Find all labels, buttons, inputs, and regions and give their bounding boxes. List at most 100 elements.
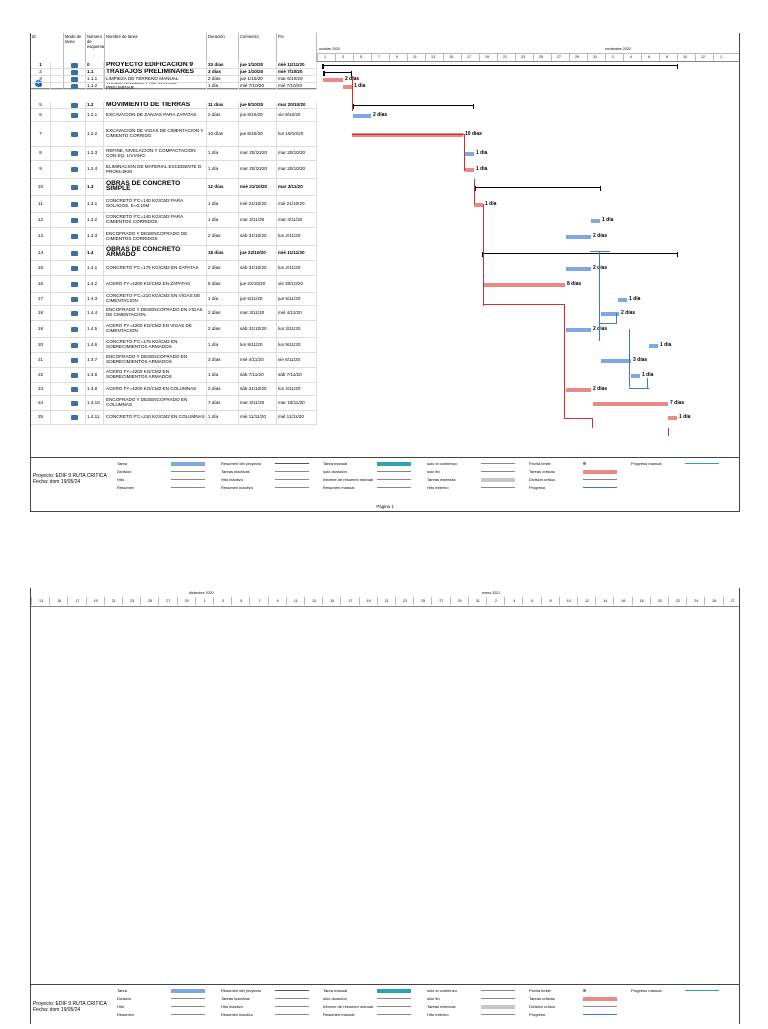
table-row[interactable]: 8 1.2.3 REFINE, NIVELACION Y COMPACTACION … [31,147,317,161]
row-id: 25 [31,411,51,424]
table-row[interactable]: 20 1.4.6 CONCRETO F'C=175 KG/CM2 EN SOBREC… [31,338,317,353]
task-bar[interactable] [566,266,591,271]
row-id: 18 [31,306,51,320]
task-bar[interactable] [465,152,474,156]
table-row[interactable]: 6 1.2.1 EXCAVACION DE ZANJAS PARA ZAPATAS 2… [31,109,317,122]
legend-label: Resumen [117,1012,135,1017]
row-end: mar 3/11/20 [277,213,317,227]
task-bar[interactable] [601,358,631,363]
legend-swatch [377,1006,411,1007]
table-row[interactable]: 4 1.1.2TRAZO, NIVELES Y REPLANTEO PRELIMI… [31,83,317,90]
legend-label: Tareas externas [427,1004,456,1009]
row-start: sáb 7/11/20 [239,368,277,382]
table-row[interactable]: 24 1.4.10 ENCOFRADO Y DESENCOFRADO EN COLU… [31,396,317,411]
row-outline-number: 1.2.4 [86,161,104,178]
row-outline-number: 1.4.4 [86,306,104,320]
timeline-month-oct: octubre 2020 [319,47,340,51]
timeline-day-label: 26 [704,597,723,605]
table-row[interactable]: 22 1.4.8 ACERO FY=4200 KG/CM2 EN SOBRECIMI… [31,368,317,383]
row-task-name: OBRAS DE CONCRETO ARMADO [105,246,207,260]
timeline-day-label: 25 [533,54,548,61]
timeline-day-label: 1 [317,54,332,61]
task-bar[interactable] [618,297,627,302]
row-task-name: ENCOFRADO Y DESENCOFRADO DE CIMIENTOS CO… [105,228,207,245]
row-id: 21 [31,353,51,367]
task-bar[interactable] [566,235,591,239]
timeline-day-label: 15 [49,597,68,605]
row-mode [64,62,86,68]
dependency-line [352,134,465,135]
table-row[interactable]: 14 1.4 OBRAS DE CONCRETO ARMADO 18 días jue … [31,246,317,261]
legend-item: solo duración [323,996,411,1001]
task-mode-icon [71,217,78,223]
task-bar[interactable] [631,373,640,378]
project-date-2: Fecha: dom 19/05/24 [33,1007,81,1013]
row-outline-number: 1.2.1 [86,109,104,121]
legend-label: Hito [117,1004,125,1009]
row-start: jue 1/10/20 [239,76,277,82]
row-start: mar 20/10/20 [239,161,277,178]
legend-label: solo duración [323,996,347,1001]
task-bar[interactable] [591,218,600,223]
task-bar[interactable] [593,401,668,406]
task-mode-icon [71,342,78,348]
task-bar-label: 2 días [593,385,608,392]
row-start: sáb 31/10/20 [239,228,277,245]
task-bar[interactable] [353,113,371,118]
legend-swatch [275,1006,309,1007]
task-bar[interactable] [566,327,591,332]
table-row[interactable]: 12 1.3.2 CONCRETO F'C=140 KG/CM2 PARA CIMI… [31,213,317,228]
row-id: 20 [31,338,51,352]
table-row[interactable]: 17 1.4.3 CONCRETO F'C=210 KG/CM2 EN VIGAS … [31,293,317,306]
task-bar[interactable] [601,311,619,316]
row-start: lun 9/11/20 [239,338,277,352]
task-bar[interactable] [668,416,677,420]
legend-label: Progreso [529,485,546,490]
row-task-name: ACERO FY=4200 KG/CM2 EN SOBRECIMIENTOS A… [105,368,207,382]
table-row[interactable]: 11 1.3.1 CONCRETO F'C=140 KG/CM2 PARA SOLA… [31,196,317,213]
table-row[interactable]: 2 1.1 TRABAJOS PRELIMINARES 3 días jue 1/10/… [31,69,317,76]
legend-label: Tarea manual [323,988,348,993]
timeline-day-label: 12 [695,54,710,61]
legend-swatch [377,988,411,993]
table-row[interactable]: 5 1.2 MOVIMIENTO DE TIERRAS 11 días jue 8/10… [31,102,317,109]
legend-item: División [117,996,205,1001]
legend-item: Resumen del proyecto [221,461,309,466]
table-row[interactable]: 16 1.4.2 ACERO FY=4200 KG/CM2 EN ZAPATAS 8 … [31,276,317,293]
task-bar[interactable] [566,387,591,392]
timeline-day-label: 10 [558,597,578,605]
row-mode [64,213,86,227]
task-bar[interactable] [474,202,483,207]
row-task-name: ENCOFRADO Y DESENCOFRADO EN SOBRECIMIENT… [105,353,207,367]
task-bar[interactable] [483,282,565,287]
table-row[interactable]: 18 1.4.4 ENCOFRADO Y DESENCOFRADO EN VIGAS… [31,306,317,321]
table-row[interactable]: 10 1.3 OBRAS DE CONCRETO SIMPLE 12 días mié … [31,179,317,196]
timeline-day-label: 5 [353,54,368,61]
task-bar[interactable] [323,77,343,82]
table-row[interactable]: 15 1.4.1 CONCRETO F'C=175 KG/CM2 EN ZAPATA… [31,261,317,276]
timeline-day-label: 1 [713,54,728,61]
table-row[interactable]: 1 0 PROYECTO EDIFICACION 9 33 días jue 1/10/… [31,62,317,69]
table-row[interactable]: 3 1.1.1 LIMPIEZA DE TERRENO MANUAL 2 días ju… [31,76,317,83]
timeline-month-jan: enero 2021 [482,591,501,595]
timeline-day-label: 17 [67,597,86,605]
table-row[interactable]: 19 1.4.5 ACERO FY=4200 KG/CM2 EN VIGAS DE … [31,321,317,338]
task-mode-icon [71,310,78,316]
task-bar[interactable] [343,84,352,89]
table-row[interactable]: 13 1.3.3 ENCOFRADO Y DESENCOFRADO DE CIMIE… [31,228,317,246]
legend-item: Resumen del proyecto [221,988,309,993]
row-mode [64,179,86,195]
task-bar[interactable] [649,343,658,348]
legend-swatch [377,998,411,999]
row-task-name: OBRAS DE CONCRETO SIMPLE [105,179,207,195]
table-row[interactable]: 7 1.2.2 EXCAVACION DE VIGAS DE CIMENTACION… [31,122,317,147]
legend-swatch [583,486,617,489]
legend-swatch [275,487,309,488]
table-row[interactable]: 25 1.4.11 CONCRETO F'C=210 KG/CM2 EN COLUM… [31,411,317,425]
row-id: 22 [31,368,51,382]
table-row[interactable]: 23 1.4.9 ACERO FY=4200 KG/CM2 EN COLUMNAS 2… [31,383,317,396]
table-row[interactable]: 21 1.4.7 ENCOFRADO Y DESENCOFRADO EN SOBRE… [31,353,317,368]
task-bar[interactable] [465,168,474,172]
table-row[interactable]: 9 1.2.4 ELIMINACION DE MATERIAL EXCEDENTE … [31,161,317,179]
legend-label: Informe de resumen manual [323,1004,374,1009]
